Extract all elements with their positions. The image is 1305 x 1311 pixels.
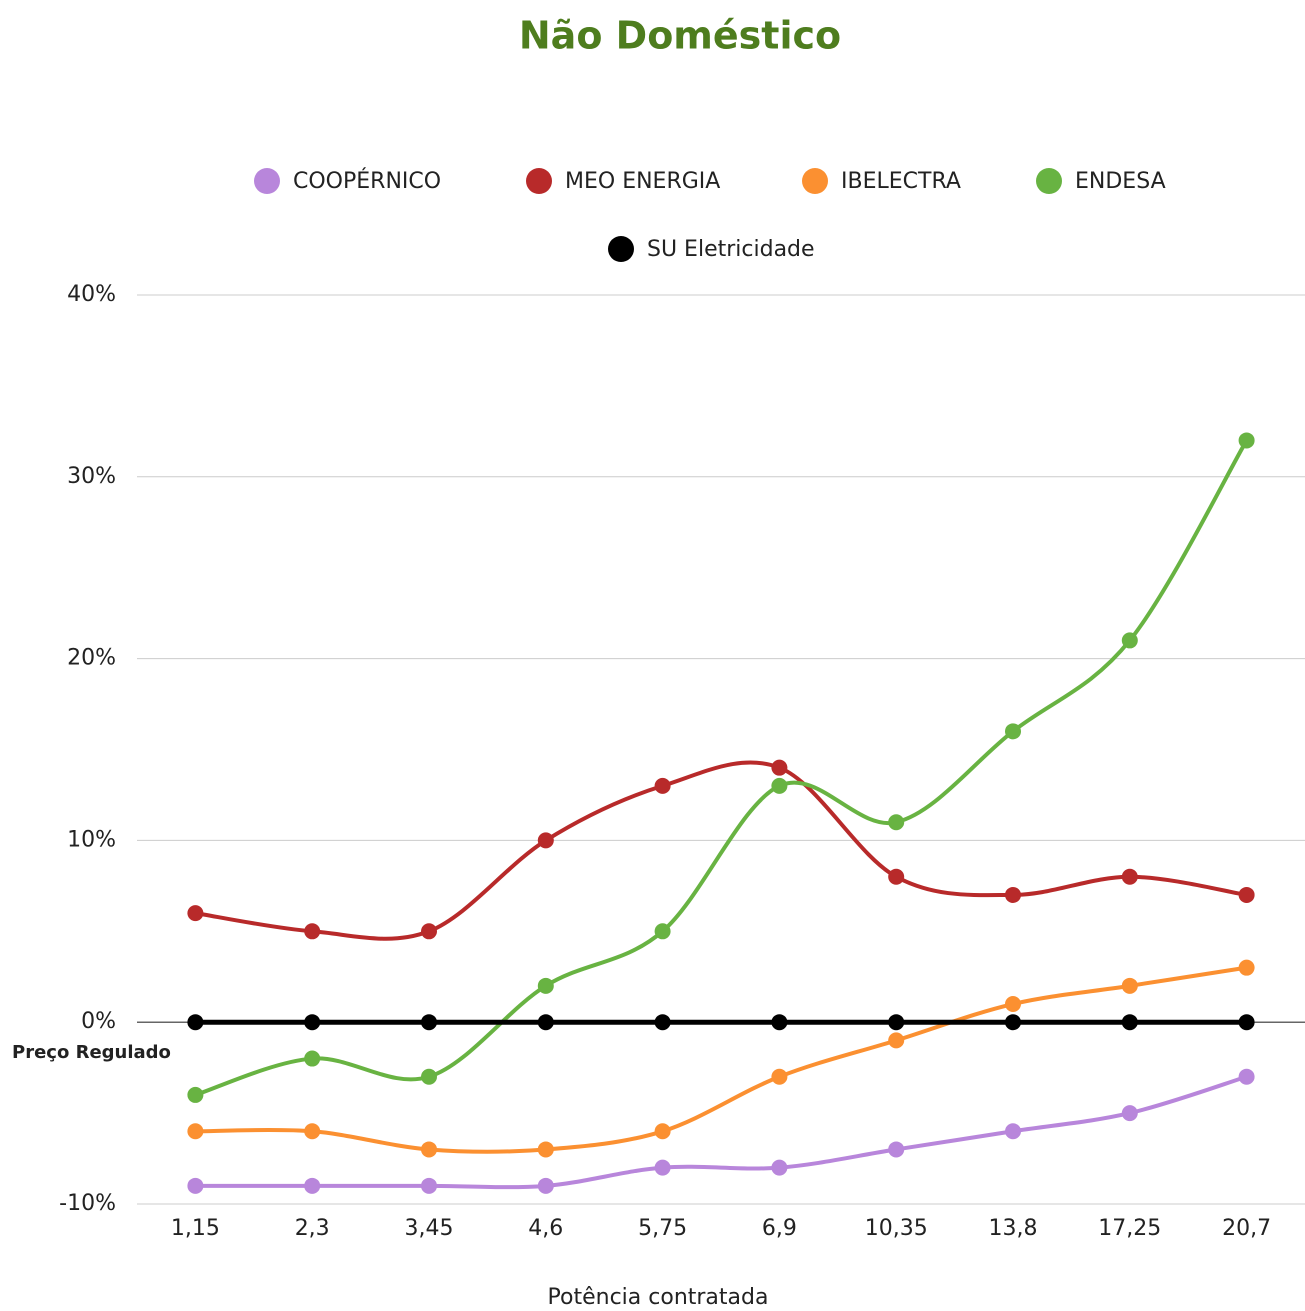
point: [421, 1068, 437, 1085]
point: [1005, 886, 1021, 903]
point: [421, 1014, 437, 1031]
y-tick-label: 0%: [81, 1009, 116, 1034]
point: [304, 923, 321, 940]
legend-label: COOPÉRNICO: [293, 168, 441, 194]
point: [304, 1014, 321, 1031]
annotation: Preço Regulado: [12, 1042, 171, 1063]
point: [304, 1123, 321, 1140]
point: [654, 777, 671, 794]
legend-marker: [526, 168, 552, 194]
point: [1121, 977, 1138, 994]
point: [1238, 886, 1255, 903]
point: [1005, 996, 1021, 1013]
series-line: [195, 965, 1247, 1154]
point: [1005, 1014, 1021, 1031]
y-tick-label: -10%: [59, 1191, 116, 1216]
legend-label: IBELECTRA: [841, 169, 961, 194]
x-tick-label: 5,75: [638, 1216, 687, 1241]
y-tick-label: 40%: [67, 282, 116, 307]
x-tick-label: 17,25: [1098, 1216, 1161, 1241]
x-tick-label: 6,9: [762, 1216, 797, 1241]
point: [654, 923, 671, 940]
point: [1121, 632, 1138, 649]
chart-title: Não Doméstico: [519, 14, 841, 58]
legend-marker: [608, 236, 634, 262]
point: [654, 1014, 671, 1031]
x-axis-label: Potência contratada: [548, 1285, 769, 1310]
legend-marker: [802, 168, 828, 194]
point: [888, 1014, 905, 1031]
series-line: [195, 1074, 1248, 1190]
point: [888, 814, 905, 831]
point: [421, 1141, 437, 1158]
x-tick-label: 20,7: [1222, 1216, 1271, 1241]
legend-label: ENDESA: [1075, 169, 1166, 194]
point: [888, 1032, 905, 1049]
point: [1005, 723, 1021, 740]
x-tick-label: 13,8: [989, 1216, 1038, 1241]
x-tick-label: 3,45: [405, 1216, 454, 1241]
point: [537, 832, 554, 849]
point: [187, 905, 204, 922]
point: [304, 1177, 321, 1194]
point: [537, 977, 554, 994]
point: [654, 1123, 671, 1140]
legend-label: MEO ENERGIA: [565, 169, 720, 194]
point: [1238, 1068, 1255, 1085]
x-tick-label: 1,15: [171, 1216, 220, 1241]
point: [1121, 868, 1138, 885]
point: [888, 1141, 905, 1158]
legend-label: SU Eletricidade: [647, 237, 815, 262]
point: [537, 1141, 554, 1158]
y-tick-label: 10%: [67, 827, 116, 852]
legend-marker: [254, 168, 280, 194]
y-tick-label: 30%: [67, 464, 116, 489]
x-tick-label: 4,6: [528, 1216, 563, 1241]
point: [1121, 1014, 1138, 1031]
point: [888, 868, 905, 885]
point: [304, 1050, 321, 1067]
series-line: [194, 439, 1249, 1097]
point: [771, 1159, 788, 1176]
series-line: [195, 760, 1247, 941]
point: [421, 1177, 437, 1194]
point: [1238, 959, 1255, 976]
point: [187, 1086, 204, 1103]
point: [421, 923, 437, 940]
x-tick-label: 2,3: [295, 1216, 330, 1241]
point: [187, 1177, 204, 1194]
point: [1121, 1105, 1138, 1122]
point: [537, 1014, 554, 1031]
point: [771, 759, 788, 776]
y-tick-label: 20%: [67, 646, 116, 671]
point: [771, 777, 788, 794]
point: [187, 1014, 204, 1031]
point: [1005, 1123, 1021, 1140]
point: [771, 1068, 788, 1085]
point: [537, 1177, 554, 1194]
point: [187, 1123, 204, 1140]
x-tick-label: 10,35: [865, 1216, 928, 1241]
point: [654, 1159, 671, 1176]
legend-marker: [1036, 168, 1062, 194]
point: [771, 1014, 788, 1031]
point: [1238, 1014, 1255, 1031]
point: [1238, 432, 1255, 449]
